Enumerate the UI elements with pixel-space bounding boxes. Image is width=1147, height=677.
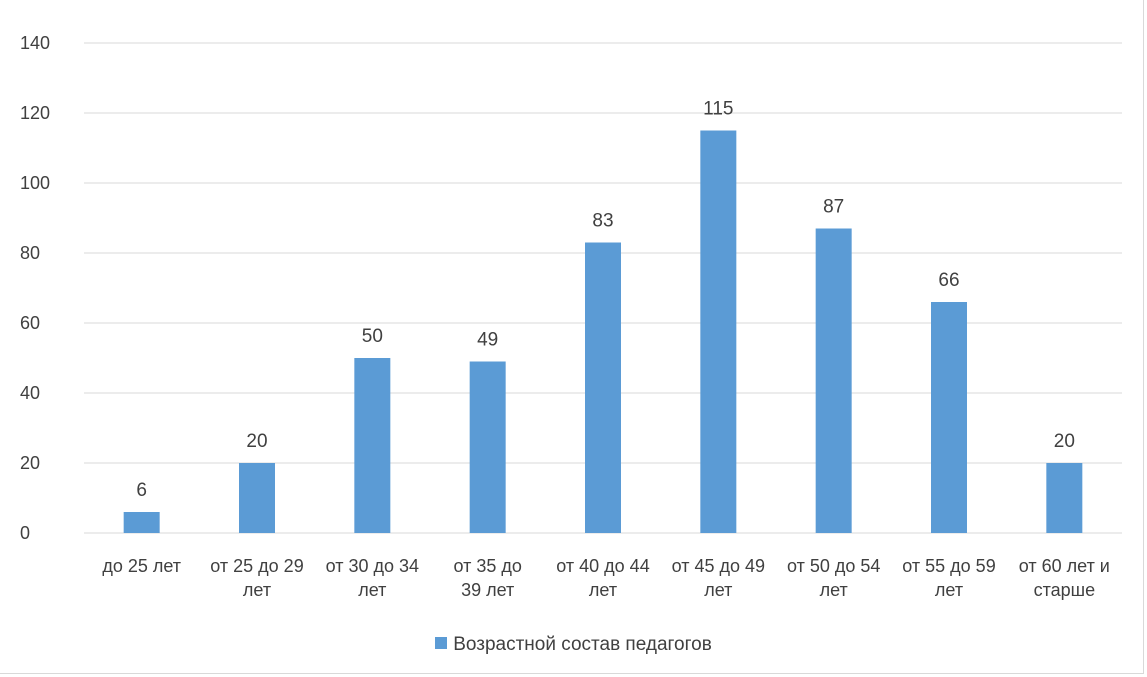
y-tick-label: 100 — [20, 173, 50, 193]
data-label: 49 — [477, 330, 498, 351]
x-category-label: от 25 до 29 лет — [210, 556, 303, 600]
x-axis-category-labels: до 25 лет от 25 до 29 лет от 30 до 34 лет от … — [102, 556, 1110, 600]
bar — [1046, 463, 1083, 533]
bar — [700, 130, 737, 533]
data-label: 20 — [246, 431, 267, 452]
bar — [815, 228, 852, 533]
x-category-label: от 35 до 39 лет — [453, 556, 521, 600]
x-category-label: от 50 до 54 лет — [787, 556, 880, 600]
y-tick-label: 0 — [20, 523, 30, 543]
bar — [354, 358, 391, 533]
bars — [123, 130, 1083, 533]
data-label: 87 — [823, 197, 844, 218]
x-category-label: от 60 лет и старше — [1019, 556, 1110, 600]
bar — [469, 361, 506, 533]
y-axis-tick-labels: 0 20 40 60 80 100 120 140 — [20, 33, 50, 543]
y-tick-label: 20 — [20, 453, 40, 473]
data-label: 115 — [703, 99, 733, 120]
bar — [123, 512, 160, 533]
y-tick-label: 140 — [20, 33, 50, 53]
legend: Возрастной состав педагогов — [0, 634, 1147, 656]
x-category-label: до 25 лет — [102, 556, 181, 576]
x-category-label: от 45 до 49 лет — [672, 556, 765, 600]
x-category-label: от 30 до 34 лет — [326, 556, 419, 600]
x-category-label: от 40 до 44 лет — [556, 556, 649, 600]
data-labels: 6 20 50 49 83 115 87 66 20 — [136, 99, 1075, 502]
y-tick-label: 40 — [20, 383, 40, 403]
bar — [931, 302, 967, 533]
y-tick-label: 80 — [20, 243, 40, 263]
legend-swatch — [435, 636, 448, 649]
data-label: 20 — [1054, 431, 1075, 452]
data-label: 83 — [592, 211, 613, 232]
y-tick-label: 60 — [20, 313, 40, 333]
y-tick-label: 120 — [20, 103, 50, 123]
data-label: 50 — [362, 326, 383, 347]
data-label: 6 — [136, 480, 147, 501]
legend-label: Возрастной состав педагогов — [453, 634, 712, 655]
x-category-label: от 55 до 59 лет — [902, 556, 995, 600]
data-label: 66 — [938, 270, 959, 291]
bar — [585, 242, 621, 533]
bar — [239, 463, 275, 533]
